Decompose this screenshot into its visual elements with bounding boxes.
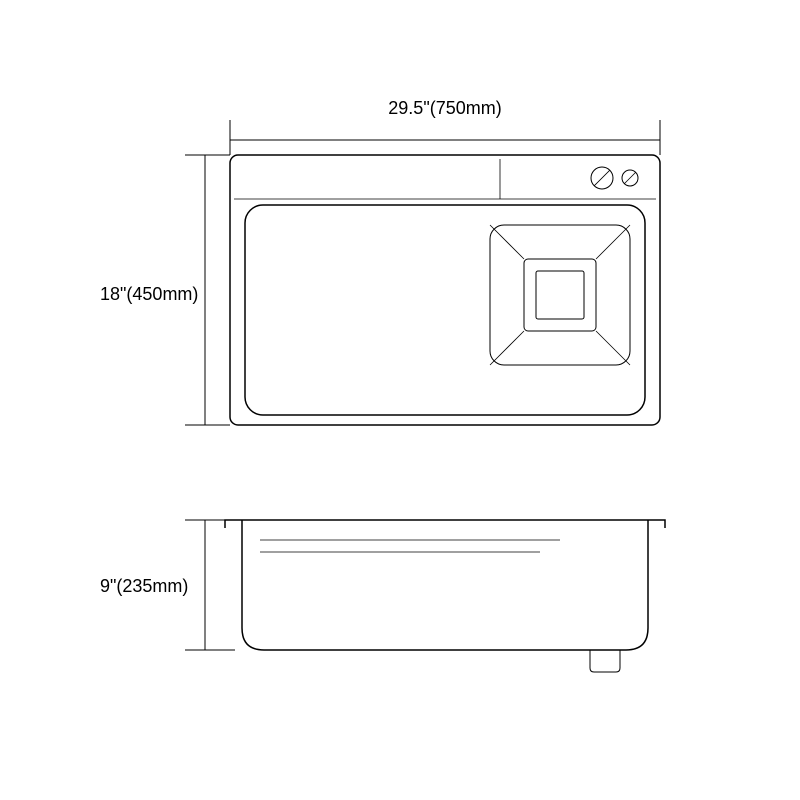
top-view: 29.5"(750mm) 18"(450mm) [100, 98, 660, 425]
drain-mid [524, 259, 596, 331]
dim-width-label: 29.5"(750mm) [388, 98, 501, 118]
dim-width: 29.5"(750mm) [230, 98, 660, 155]
sink-dimension-diagram: 29.5"(750mm) 18"(450mm) [0, 0, 800, 800]
dim-depth: 9"(235mm) [100, 520, 235, 650]
dim-height: 18"(450mm) [100, 155, 230, 425]
drain-assembly [490, 225, 630, 365]
drain-corner-br [596, 331, 630, 365]
drain-corner-tl [490, 225, 524, 259]
side-drain-stub [590, 650, 620, 672]
tap-hole-1-slash [594, 170, 609, 185]
drain-corner-bl [490, 331, 524, 365]
drain-corner-tr [596, 225, 630, 259]
drain-inner [536, 271, 584, 319]
basin-inner [245, 205, 645, 415]
side-basin [242, 520, 648, 650]
tap-hole-2-slash [624, 172, 635, 183]
side-view: 9"(235mm) [100, 520, 665, 672]
side-rim [225, 520, 665, 528]
dim-height-label: 18"(450mm) [100, 284, 198, 304]
dim-depth-label: 9"(235mm) [100, 576, 188, 596]
